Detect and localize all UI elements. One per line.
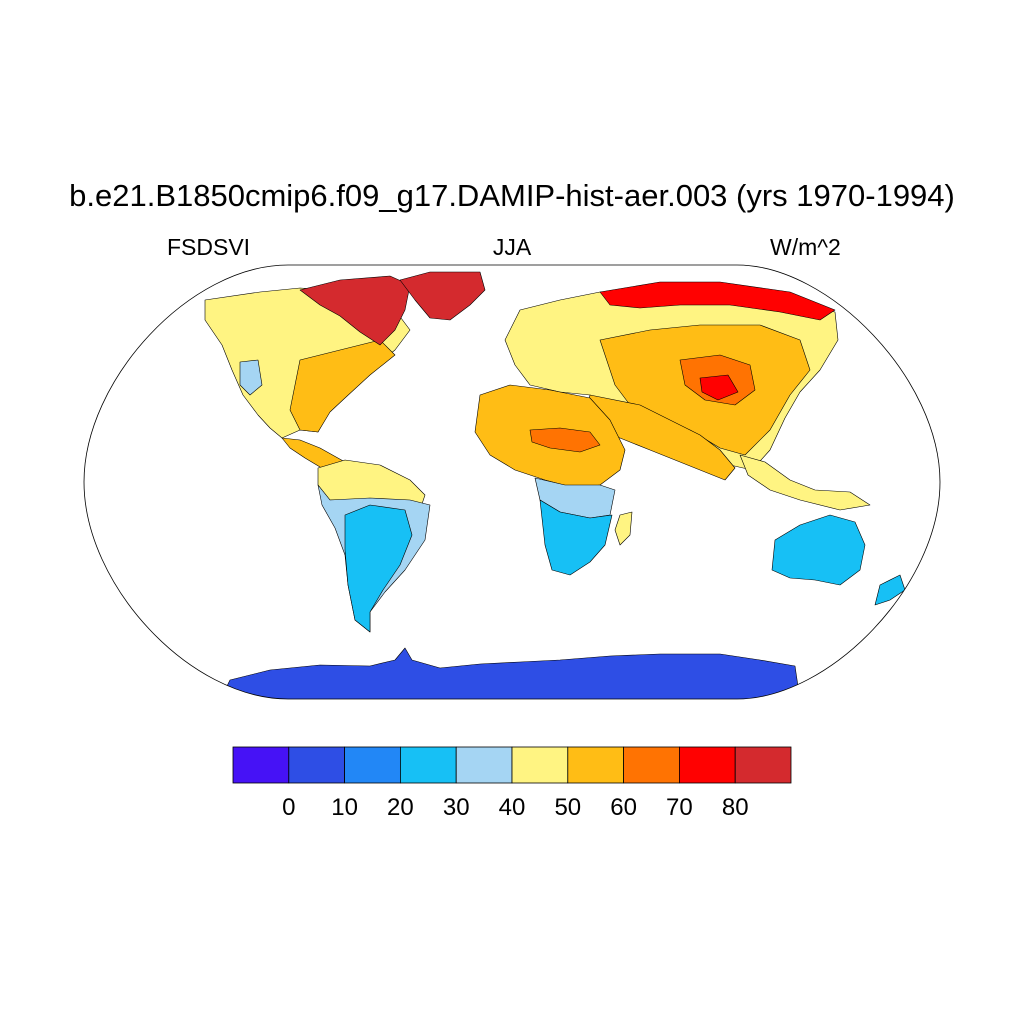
colorbar-tick-label: 60 [610, 794, 637, 821]
greenland-region [399, 271, 486, 321]
madagascar-region [614, 511, 633, 546]
units-label: W/m^2 [770, 234, 841, 260]
africa-south-region [539, 499, 613, 576]
new-zealand-region [874, 574, 906, 606]
variable-label: FSDSVI [167, 234, 251, 260]
south-america-south-region [344, 504, 413, 633]
colorbar-swatch [399, 746, 457, 784]
colorbar-swatch [288, 746, 345, 784]
north-america-west-region [239, 359, 263, 396]
colorbar-tick-label: 30 [443, 794, 470, 821]
colorbar-tick-label: 70 [666, 794, 693, 821]
north-america-east-region [289, 339, 396, 433]
colorbar-swatch [455, 746, 513, 784]
colorbar-swatch [232, 746, 290, 784]
colorbar-swatch [679, 746, 736, 784]
colorbar-tick-label: 80 [722, 794, 749, 821]
colorbar-swatch [734, 746, 792, 784]
colorbar-swatch [567, 746, 624, 784]
colorbar-swatch [344, 746, 401, 784]
arctic-canada-region [299, 275, 411, 346]
colorbar-tick-label: 10 [331, 794, 358, 821]
africa-sahel-region [529, 427, 601, 453]
colorbar-tick-label: 0 [282, 794, 295, 821]
plot-title: b.e21.B1850cmip6.f09_g17.DAMIP-hist-aer.… [69, 178, 955, 213]
map-outline [83, 264, 941, 700]
season-label: JJA [492, 234, 532, 260]
colorbar-tick-label: 50 [554, 794, 581, 821]
colorbar-swatch [511, 746, 569, 784]
colorbar-tick-label: 20 [387, 794, 414, 821]
antarctica-region [219, 647, 801, 699]
southeast-asia-region [739, 454, 871, 511]
colorbar-swatch [623, 746, 680, 784]
colorbar-tick-label: 40 [499, 794, 526, 821]
australia-region [771, 514, 866, 586]
tibet-core-region [699, 374, 739, 401]
siberia-arctic-region [599, 281, 836, 321]
